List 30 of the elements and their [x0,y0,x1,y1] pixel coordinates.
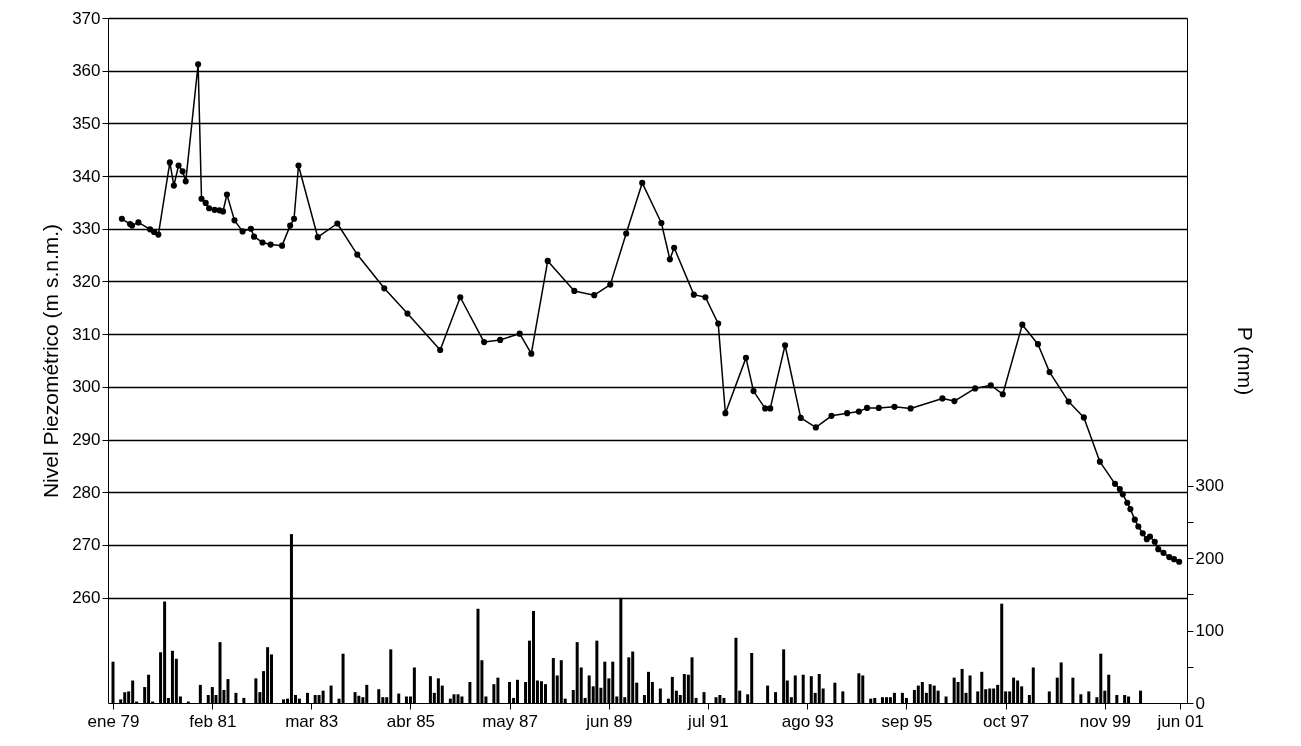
y-tick-label: 350 [72,113,101,133]
y-tick-label: 280 [72,482,101,502]
y-tick-label: 310 [72,324,101,344]
y2-tick-label: 0 [1195,693,1205,713]
x-tick-label: abr 85 [386,711,436,731]
y-tick-label: 340 [72,166,101,186]
x-tick-label: jun 89 [585,711,633,731]
x-tick-label: mar 83 [285,711,339,731]
x-tick-label: ago 93 [781,711,834,731]
y2-tick-label: 200 [1195,548,1224,568]
x-tick-label: feb 81 [189,711,237,731]
y-tick-label: 300 [72,377,101,397]
x-tick-label: jul 91 [687,711,729,731]
y2-axis-title: P (mm) [1233,326,1257,396]
x-tick-label: oct 97 [982,711,1030,731]
y-tick-label: 360 [72,61,101,81]
y-tick-label: 320 [72,271,101,291]
y2-tick-label: 100 [1195,621,1224,641]
y-tick-label: 270 [72,535,101,555]
y2-tick-label: 300 [1195,476,1224,496]
x-tick-label: may 87 [482,711,538,731]
y-tick-label: 330 [72,219,101,239]
y-tick-label: 370 [72,8,101,28]
x-tick-label: sep 95 [881,711,933,731]
x-tick-label: jun 01 [1156,711,1204,731]
x-tick-label: ene 79 [87,711,140,731]
y-tick-label: 260 [72,588,101,608]
y-axis-title: Nivel Piezométrico (m s.n.m.) [39,223,63,499]
y-tick-label: 290 [72,430,101,450]
x-tick-label: nov 99 [1079,711,1131,731]
